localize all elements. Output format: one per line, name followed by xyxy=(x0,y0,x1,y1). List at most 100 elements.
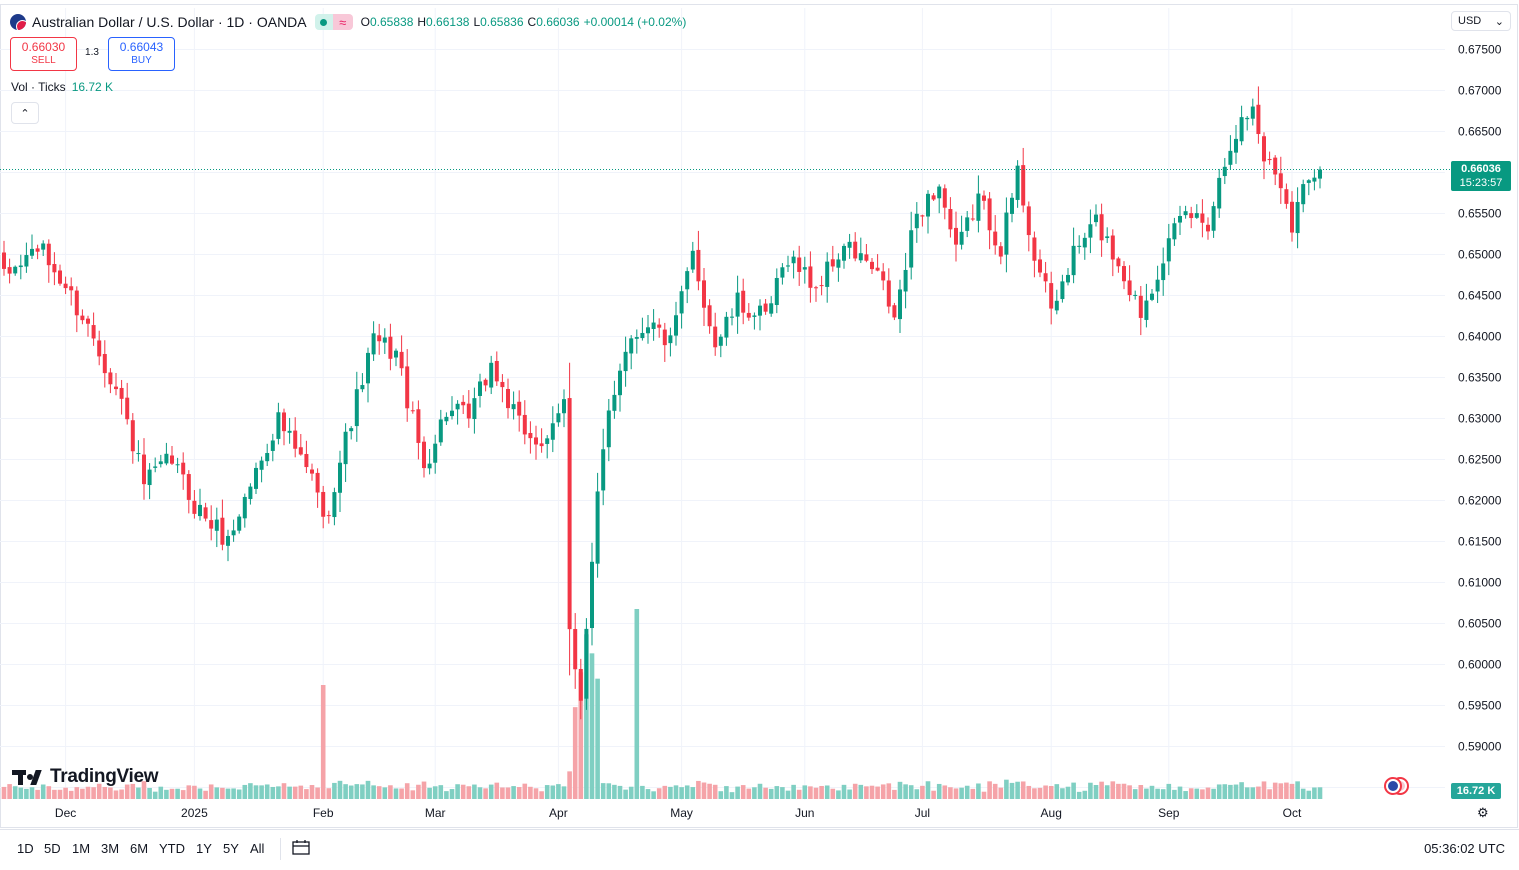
candle xyxy=(562,389,566,428)
volume-bar xyxy=(768,788,774,799)
chart-settings-gear-icon[interactable]: ⚙ xyxy=(1477,805,1489,820)
candle xyxy=(86,315,90,337)
volume-bar xyxy=(505,787,511,799)
volume-bar xyxy=(326,788,332,799)
candle-body xyxy=(595,491,600,564)
collapse-legend-button[interactable]: ⌃ xyxy=(11,102,39,124)
volume-bar xyxy=(1267,789,1272,799)
buy-button[interactable]: 0.66043 BUY xyxy=(108,37,175,71)
timeframe-all[interactable]: All xyxy=(250,841,265,856)
timeframe-1m[interactable]: 1M xyxy=(72,841,91,856)
timeframe-1d[interactable]: 1D xyxy=(17,841,34,856)
candle-body xyxy=(265,453,270,462)
volume-bar xyxy=(1065,786,1071,799)
timeframe-ytd[interactable]: YTD xyxy=(159,841,185,856)
candle-body xyxy=(1015,165,1020,200)
volume-bar xyxy=(1278,783,1284,799)
timeframe-6m[interactable]: 6M xyxy=(130,841,149,856)
volume-bar xyxy=(147,787,152,799)
candle xyxy=(1060,274,1065,303)
candle-body xyxy=(1161,263,1166,281)
volume-bar xyxy=(533,788,539,799)
candle-body xyxy=(618,370,622,396)
volume-bar xyxy=(584,634,589,799)
volume-bar xyxy=(1194,788,1200,799)
candle xyxy=(937,184,942,214)
calendar-range-icon[interactable] xyxy=(292,839,310,855)
time-axis[interactable]: Dec 2025 Feb Mar Apr May Jun Jul Aug Sep Oct xyxy=(55,806,1302,820)
tradingview-logo[interactable]: TradingView xyxy=(12,766,159,788)
candle xyxy=(1144,283,1149,328)
candle-body xyxy=(181,462,186,475)
timeframe-5y[interactable]: 5Y xyxy=(223,841,239,856)
candle xyxy=(1122,261,1126,290)
candle-body xyxy=(1144,300,1149,320)
candle xyxy=(1077,235,1082,254)
candle xyxy=(892,302,897,321)
candle-body xyxy=(354,389,359,427)
volume-bar xyxy=(80,788,85,799)
candle-body xyxy=(982,195,986,201)
candle xyxy=(539,428,544,453)
volume-bar xyxy=(382,787,388,799)
volume-bar xyxy=(1222,784,1228,799)
candle xyxy=(618,363,622,412)
candle xyxy=(696,230,701,291)
volume-bar xyxy=(130,783,136,799)
volume-bar xyxy=(1043,785,1048,799)
candle-body xyxy=(920,215,925,217)
sell-button[interactable]: 0.66030 SELL xyxy=(10,37,77,71)
candle xyxy=(606,398,611,462)
candle xyxy=(864,244,869,263)
volume-bar xyxy=(1054,784,1060,799)
candle xyxy=(500,374,505,403)
candlesticks xyxy=(2,86,1322,720)
event-flags[interactable] xyxy=(1376,776,1422,796)
candle-body xyxy=(830,259,835,267)
volume-bar xyxy=(500,787,505,799)
price-axis[interactable]: 0.675000.670000.665000.660000.655000.650… xyxy=(1458,43,1502,795)
volume-bar xyxy=(1116,783,1121,799)
volume-bar xyxy=(841,784,847,799)
candle-body xyxy=(814,287,818,289)
candle xyxy=(192,490,197,519)
currency-selector[interactable]: USD ⌄ xyxy=(1451,11,1511,31)
candle-body xyxy=(1127,280,1132,296)
candle-body xyxy=(528,432,533,439)
candle-body xyxy=(298,447,303,455)
candle-body xyxy=(371,333,376,355)
candle xyxy=(276,402,281,445)
candle-body xyxy=(858,253,863,261)
symbol-title[interactable]: Australian Dollar / U.S. Dollar · 1D · O… xyxy=(32,14,307,30)
candle-body xyxy=(534,437,538,445)
volume-bar xyxy=(432,786,438,799)
volume-bar xyxy=(388,785,393,799)
candle-body xyxy=(69,286,74,291)
volume-bar xyxy=(1,786,7,799)
timeframe-1y[interactable]: 1Y xyxy=(196,841,212,856)
session-indicator[interactable]: ≈ xyxy=(314,14,353,30)
volume-legend[interactable]: Vol · Ticks 16.72 K xyxy=(11,80,113,94)
timeframe-3m[interactable]: 3M xyxy=(101,841,120,856)
x-tick-label: Mar xyxy=(425,806,446,820)
candle xyxy=(948,197,953,238)
tradingview-wordmark: TradingView xyxy=(50,766,159,787)
volume-bar xyxy=(315,787,320,799)
y-tick-label: 0.60000 xyxy=(1458,658,1502,672)
timeframe-5d[interactable]: 5D xyxy=(44,841,61,856)
candle-body xyxy=(388,336,393,359)
x-tick-label: Apr xyxy=(549,806,568,820)
candle-body xyxy=(444,416,449,422)
candle xyxy=(718,334,723,358)
candle xyxy=(203,502,208,522)
y-tick-label: 0.66500 xyxy=(1458,125,1502,139)
utc-clock[interactable]: 05:36:02 UTC xyxy=(1424,841,1505,856)
candle xyxy=(903,252,908,309)
volume-bar xyxy=(124,784,130,799)
volume-bar xyxy=(40,784,46,799)
candle-body xyxy=(651,322,656,330)
candle-body xyxy=(1228,150,1233,165)
volume-bar xyxy=(1026,785,1032,799)
volume-bar xyxy=(197,788,203,799)
